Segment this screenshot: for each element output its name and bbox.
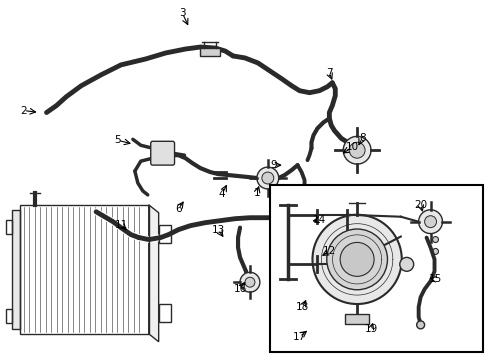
Circle shape — [399, 257, 413, 271]
FancyBboxPatch shape — [150, 141, 174, 165]
Circle shape — [244, 277, 254, 287]
Text: 8: 8 — [358, 133, 365, 143]
Circle shape — [256, 167, 278, 189]
Text: 9: 9 — [270, 160, 277, 170]
Circle shape — [312, 215, 401, 304]
Bar — [158, 225, 170, 243]
Text: 19: 19 — [364, 324, 377, 334]
Bar — [6, 309, 12, 323]
Bar — [158, 304, 170, 322]
Text: 20: 20 — [413, 200, 427, 210]
Text: 12: 12 — [322, 247, 335, 256]
Circle shape — [432, 248, 438, 255]
Circle shape — [343, 136, 370, 164]
Circle shape — [262, 172, 273, 184]
Circle shape — [416, 321, 424, 329]
Text: 14: 14 — [312, 215, 325, 225]
Text: 6: 6 — [175, 204, 182, 214]
Text: 13: 13 — [211, 225, 224, 235]
Text: 11: 11 — [114, 220, 127, 230]
Text: 3: 3 — [179, 8, 185, 18]
Circle shape — [418, 210, 442, 234]
Text: 2: 2 — [20, 105, 27, 116]
Text: 17: 17 — [292, 332, 305, 342]
Bar — [12, 210, 20, 329]
Text: 16: 16 — [233, 284, 246, 294]
Polygon shape — [200, 48, 220, 56]
Text: 15: 15 — [428, 274, 441, 284]
Text: 1: 1 — [253, 188, 260, 198]
Circle shape — [348, 142, 365, 158]
Text: 4: 4 — [219, 189, 225, 199]
Bar — [269, 185, 482, 352]
Circle shape — [326, 229, 386, 290]
Circle shape — [424, 216, 436, 228]
Text: 7: 7 — [325, 68, 332, 78]
Polygon shape — [148, 205, 158, 342]
Bar — [6, 220, 12, 234]
Bar — [345, 314, 368, 324]
Text: 18: 18 — [295, 302, 308, 312]
Circle shape — [340, 242, 373, 276]
Text: 5: 5 — [115, 135, 121, 145]
Text: 10: 10 — [345, 142, 358, 152]
Circle shape — [240, 272, 259, 292]
Circle shape — [432, 237, 438, 243]
